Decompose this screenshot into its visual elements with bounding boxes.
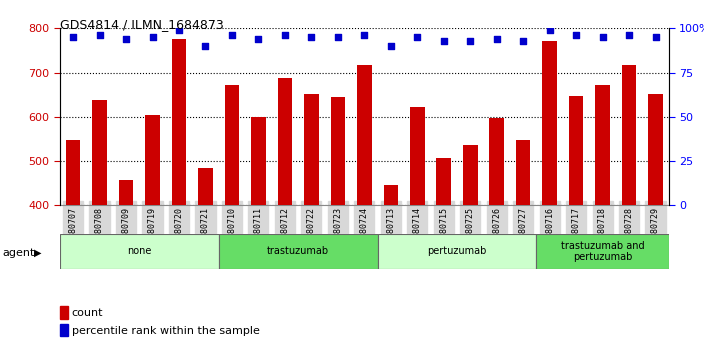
Bar	[516, 140, 530, 205]
Bar	[92, 100, 107, 205]
Point	[465, 38, 476, 44]
Point	[120, 36, 132, 42]
Bar	[60, 234, 219, 269]
Bar	[596, 85, 610, 205]
Bar	[119, 180, 133, 205]
Text: ▶: ▶	[34, 248, 42, 258]
Point	[597, 34, 608, 40]
Text: pertuzumab: pertuzumab	[427, 246, 486, 256]
Bar	[331, 97, 345, 205]
Bar	[199, 168, 213, 205]
Point	[200, 43, 211, 49]
Point	[173, 27, 184, 33]
Point	[279, 33, 291, 38]
Bar	[65, 140, 80, 205]
Point	[544, 27, 555, 33]
Bar	[145, 115, 160, 205]
Text: percentile rank within the sample: percentile rank within the sample	[72, 326, 260, 336]
Text: agent: agent	[2, 248, 34, 258]
Bar	[377, 234, 536, 269]
Point	[147, 34, 158, 40]
Bar	[251, 117, 265, 205]
Point	[68, 34, 79, 40]
Bar	[225, 85, 239, 205]
Point	[438, 38, 449, 44]
Point	[306, 34, 317, 40]
Point	[226, 33, 237, 38]
Point	[624, 33, 635, 38]
Bar	[384, 184, 398, 205]
Bar	[463, 145, 477, 205]
Bar	[536, 234, 669, 269]
Point	[385, 43, 396, 49]
Point	[412, 34, 423, 40]
Bar	[357, 65, 372, 205]
Bar	[569, 96, 584, 205]
Bar	[648, 94, 663, 205]
Text: trastuzumab: trastuzumab	[267, 246, 329, 256]
Bar	[489, 118, 504, 205]
Bar	[304, 94, 319, 205]
Text: count: count	[72, 308, 103, 318]
Point	[650, 34, 661, 40]
Bar	[172, 39, 187, 205]
Point	[570, 33, 582, 38]
Bar	[542, 41, 557, 205]
Point	[332, 34, 344, 40]
Text: trastuzumab and
pertuzumab: trastuzumab and pertuzumab	[561, 240, 644, 262]
Bar	[219, 234, 377, 269]
Point	[94, 33, 105, 38]
Point	[358, 33, 370, 38]
Bar	[436, 158, 451, 205]
Text: GDS4814 / ILMN_1684873: GDS4814 / ILMN_1684873	[60, 18, 224, 31]
Bar	[622, 65, 636, 205]
Bar	[277, 78, 292, 205]
Point	[491, 36, 503, 42]
Bar	[410, 107, 425, 205]
Text: none: none	[127, 246, 151, 256]
Point	[253, 36, 264, 42]
Point	[517, 38, 529, 44]
